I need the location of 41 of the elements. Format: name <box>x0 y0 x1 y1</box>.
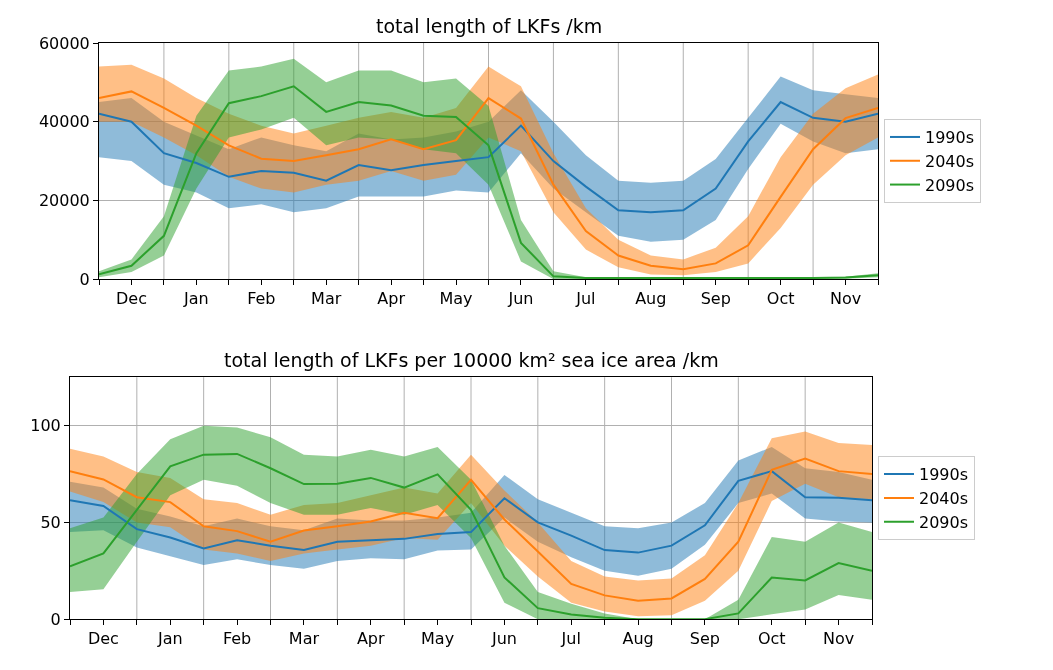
x-tick-label: Oct <box>766 289 795 309</box>
y-tick-label: 60000 <box>38 33 90 53</box>
line-series <box>99 101 878 214</box>
x-tick-label: May <box>421 629 455 649</box>
x-tick-label: Sep <box>700 289 731 309</box>
x-tick-label: Dec <box>87 629 119 649</box>
x-tick-label: Feb <box>222 629 252 649</box>
x-tick-label: Jul <box>575 289 596 309</box>
x-tick-label: Apr <box>377 289 406 309</box>
chart-title: total length of LKFs /km <box>376 15 603 37</box>
y-tick-label: 20000 <box>38 191 90 211</box>
x-tick-label: Mar <box>288 629 320 649</box>
legend-label: 2040s <box>925 152 975 171</box>
x-tick-label: Jun <box>490 629 517 649</box>
y-tick-label: 0 <box>79 269 90 289</box>
x-tick-label: Nov <box>822 629 855 649</box>
legend-label: 1990s <box>925 128 975 148</box>
x-tick-label: Oct <box>757 629 786 649</box>
x-tick-label: Feb <box>247 289 276 309</box>
legend-label: 2090s <box>925 175 975 195</box>
legend-label: 2040s <box>919 489 969 509</box>
x-tick-label: Dec <box>115 289 147 309</box>
x-tick-label: Jan <box>156 629 183 649</box>
x-tick-label: Aug <box>622 629 654 649</box>
x-tick-label: Aug <box>635 289 667 309</box>
y-tick-label: 100 <box>30 416 61 436</box>
legend-label: 2090s <box>919 512 969 532</box>
x-tick-label: Mar <box>311 289 342 309</box>
y-tick-label: 0 <box>50 609 61 629</box>
y-tick-label: 40000 <box>38 112 90 132</box>
x-tick-label: Jul <box>560 629 581 649</box>
x-tick-label: May <box>439 289 473 309</box>
x-tick-label: Apr <box>356 629 386 649</box>
chart-title: total length of LKFs per 10000 km² sea ice area /km <box>224 349 719 371</box>
line-series <box>70 470 872 554</box>
x-tick-label: Jan <box>183 289 209 309</box>
x-tick-label: Jun <box>507 289 534 309</box>
legend-label: 1990s <box>919 465 969 485</box>
x-tick-label: Nov <box>829 289 862 309</box>
y-tick-label: 50 <box>40 513 61 533</box>
x-tick-label: Sep <box>689 629 720 649</box>
